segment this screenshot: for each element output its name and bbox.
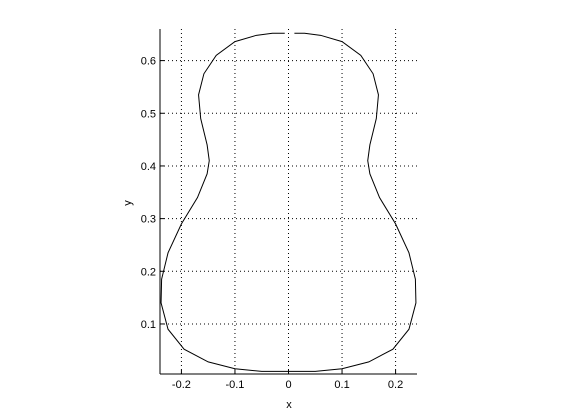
x-tick-label: -0.1 <box>225 379 244 391</box>
x-axis-label: x <box>286 399 292 411</box>
tick-layer: -0.2 -0.1 0 0.1 0.2 0.1 0.2 0.3 0.4 0.5 0.6 <box>141 56 404 391</box>
y-tick-label: 0.2 <box>141 266 156 278</box>
x-tick-label: 0.1 <box>334 379 349 391</box>
x-tick-label: 0 <box>285 379 291 391</box>
y-tick-label: 0.4 <box>141 161 156 173</box>
y-tick-label: 0.3 <box>141 214 156 226</box>
grid-layer <box>160 29 417 374</box>
y-tick-label: 0.5 <box>141 108 156 120</box>
x-tick-label: -0.2 <box>172 379 191 391</box>
y-axis-label: y <box>122 200 134 206</box>
x-tick-label: 0.2 <box>388 379 403 391</box>
y-tick-label: 0.1 <box>141 319 156 331</box>
y-tick-label: 0.6 <box>141 56 156 68</box>
